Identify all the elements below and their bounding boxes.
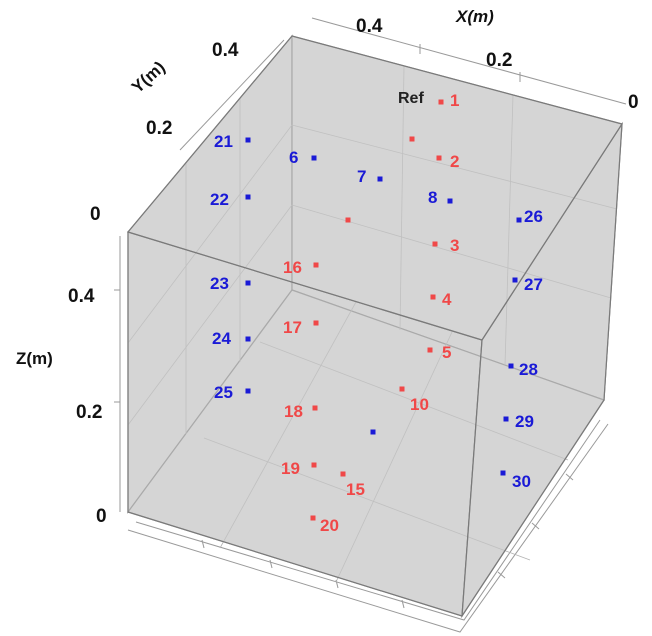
x-tick-0: 0.4 [356, 16, 383, 37]
red-point-label-4: 4 [442, 290, 452, 309]
y-tick-2: 0 [90, 204, 101, 225]
red-point-marker-16 [313, 262, 319, 268]
blue-point-marker-28 [508, 363, 514, 369]
red-point-label-18: 18 [284, 402, 303, 421]
blue-point-label-21: 21 [214, 132, 233, 151]
blue-point-marker-24 [245, 336, 251, 342]
blue-point-marker-29 [503, 416, 509, 422]
red-point-marker-20 [310, 515, 316, 521]
blue-point-marker-27 [512, 277, 518, 283]
red-point-marker-unlabeled-13 [345, 217, 351, 223]
red-point-marker-4 [430, 294, 436, 300]
blue-point-label-6: 6 [289, 148, 298, 167]
blue-point-marker-25 [245, 388, 251, 394]
blue-point-marker-unlabeled-13 [370, 429, 376, 435]
red-point-marker-10 [399, 386, 405, 392]
blue-point-marker-21 [245, 137, 251, 143]
red-point-marker-18 [312, 405, 318, 411]
red-series: 1 2 3 4 5 10 15 16 17 18 19 20 [281, 91, 459, 535]
blue-point-marker-30 [500, 470, 506, 476]
ref-annotation: Ref [398, 90, 424, 107]
blue-point-label-24: 24 [212, 329, 231, 348]
blue-point-marker-7 [377, 176, 383, 182]
blue-point-label-27: 27 [524, 275, 543, 294]
red-point-label-2: 2 [450, 152, 459, 171]
red-point-label-15: 15 [346, 480, 365, 499]
blue-point-label-29: 29 [515, 412, 534, 431]
blue-point-label-8: 8 [428, 188, 437, 207]
red-point-label-5: 5 [442, 343, 451, 362]
grid-lines [127, 65, 618, 583]
z-tick-0: 0.4 [68, 286, 95, 307]
red-point-label-20: 20 [320, 516, 339, 535]
y-tick-0: 0.4 [212, 40, 239, 61]
x-tick-1: 0.2 [486, 50, 512, 71]
blue-point-marker-23 [245, 280, 251, 286]
red-point-marker-17 [313, 320, 319, 326]
red-point-marker-3 [432, 241, 438, 247]
z-tick-2: 0 [96, 506, 107, 527]
blue-point-label-28: 28 [519, 360, 538, 379]
y-axis-label: Y(m) [128, 58, 169, 97]
blue-point-label-30: 30 [512, 472, 531, 491]
blue-point-label-7: 7 [357, 167, 366, 186]
red-point-label-17: 17 [283, 318, 302, 337]
blue-point-marker-8 [447, 198, 453, 204]
left-axis-rail [114, 236, 121, 512]
blue-point-marker-22 [245, 194, 251, 200]
red-point-label-1: 1 [450, 91, 459, 110]
bottom-axis-rails [127, 419, 609, 633]
y-tick-1: 0.2 [146, 118, 172, 139]
red-point-marker-unlabeled-12 [409, 136, 415, 142]
red-point-label-3: 3 [450, 236, 459, 255]
tick-labels: 0.4 0.2 0 0.4 0.2 0 0.4 0.2 0 [68, 16, 639, 527]
blue-point-marker-26 [516, 217, 522, 223]
blue-point-label-26: 26 [524, 207, 543, 226]
red-point-marker-1 [438, 99, 444, 105]
red-point-marker-2 [436, 155, 442, 161]
box-front-faces [126, 35, 623, 619]
blue-point-label-22: 22 [210, 190, 229, 209]
blue-point-label-23: 23 [210, 274, 229, 293]
z-tick-1: 0.2 [76, 402, 102, 423]
blue-point-label-25: 25 [214, 383, 233, 402]
red-point-label-10: 10 [410, 395, 429, 414]
x-tick-2: 0 [628, 92, 639, 113]
red-point-marker-15 [340, 471, 346, 477]
red-point-label-19: 19 [281, 459, 300, 478]
red-point-marker-5 [427, 347, 433, 353]
red-point-marker-19 [311, 462, 317, 468]
red-point-label-16: 16 [283, 258, 302, 277]
z-axis-label: Z(m) [16, 349, 53, 368]
top-axis-rails [179, 17, 627, 151]
x-axis-label: X(m) [455, 7, 494, 26]
blue-point-marker-6 [311, 155, 317, 161]
